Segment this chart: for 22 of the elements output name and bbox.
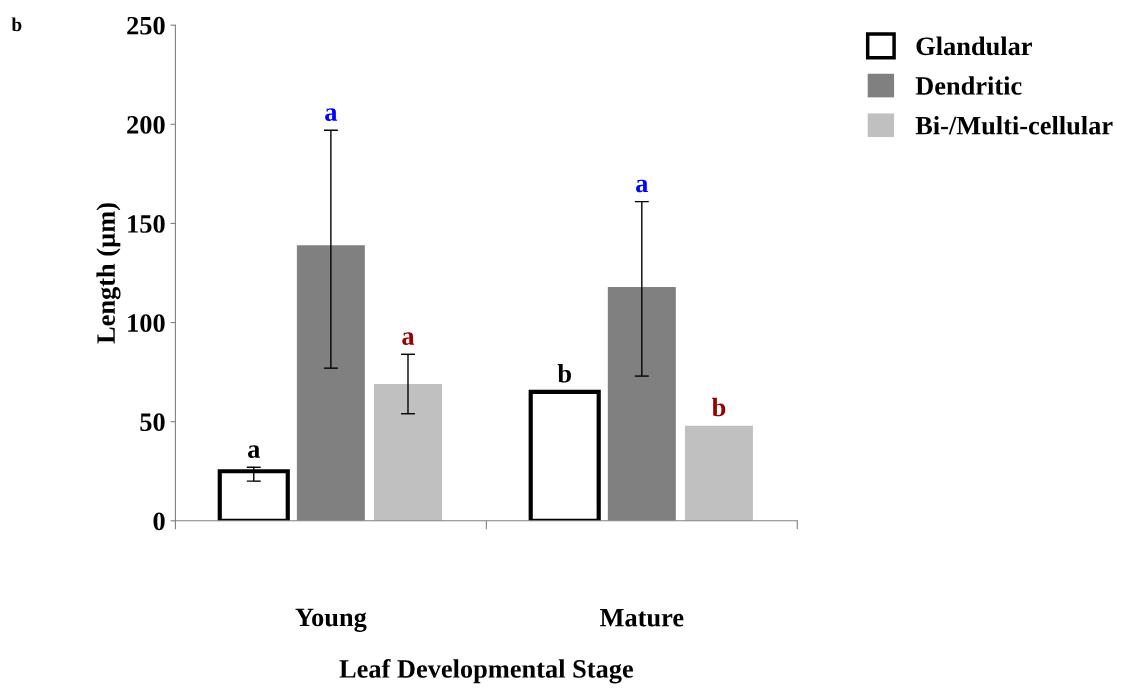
data-label: b xyxy=(557,364,571,383)
y-tick-label: 0 xyxy=(153,512,165,531)
y-tick-label: 50 xyxy=(140,413,165,432)
data-label: b xyxy=(711,397,726,417)
y-tick-label: 250 xyxy=(127,16,165,35)
x-tick-label: Mature xyxy=(600,608,684,627)
bar xyxy=(684,425,753,521)
x-axis-title: Leaf Developmental Stage xyxy=(339,658,633,684)
data-label: a xyxy=(248,445,260,458)
x-tick-label: Young xyxy=(295,608,367,632)
annotation: a xyxy=(325,108,338,121)
legend-label: Dendritic xyxy=(915,76,1022,95)
text: b xyxy=(11,17,22,32)
bar xyxy=(374,384,442,521)
y-axis-title: Length (µm) xyxy=(96,203,121,344)
y-tick-label: 100 xyxy=(128,314,165,332)
data-label: a xyxy=(402,332,415,345)
y-tick-label: 150 xyxy=(128,215,165,233)
legend-label: Bi-/Multi-cellular xyxy=(915,115,1113,135)
y-tick-label: 200 xyxy=(127,115,165,134)
legend-label: Glandular xyxy=(916,36,1032,56)
annotation: a xyxy=(636,179,649,193)
